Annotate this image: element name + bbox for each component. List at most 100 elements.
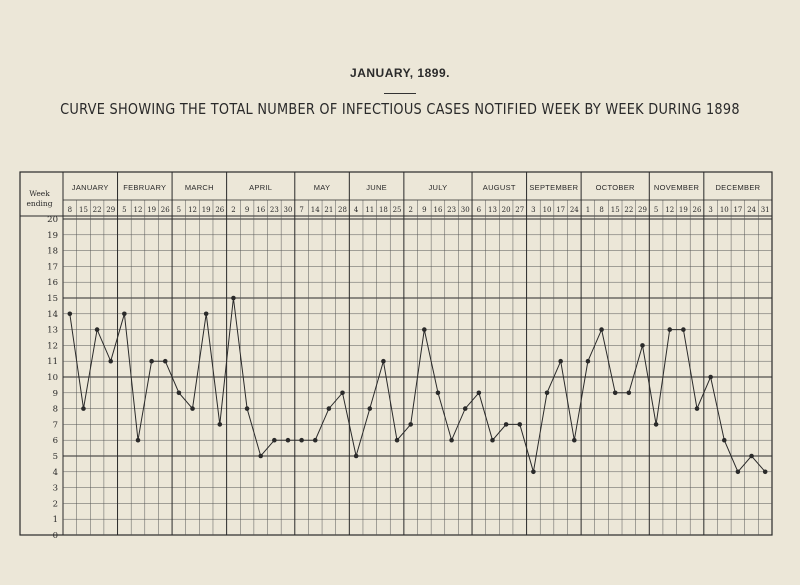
week-day-label: 15 [611,206,620,214]
week-day-label: 5 [177,206,181,214]
data-point [640,343,645,348]
y-tick-label: 3 [53,484,58,494]
data-point [681,327,686,332]
week-day-label: 30 [461,206,470,214]
chart-title: CURVE SHOWING THE TOTAL NUMBER OF INFECT… [60,100,740,118]
data-point [571,437,577,443]
week-day-label: 9 [422,206,426,214]
grid [19,171,773,536]
y-tick-label: 9 [53,389,58,399]
data-point [449,437,454,443]
week-day-label: 26 [161,206,170,214]
data-point [749,453,754,459]
month-label: FEBRUARY [123,183,166,192]
month-label: JANUARY [72,183,109,192]
y-tick-label: 11 [47,357,58,367]
data-point [108,358,114,364]
data-point [272,437,277,443]
month-header: 8 15 22 29 5 12 19 26 5 12 19 26 2 9 16 23 30 7 14 21 28 4 11 1… [26,183,769,214]
data-point [599,327,604,332]
week-day-label: 26 [215,206,224,214]
data-point [408,422,413,427]
data-point [94,327,100,332]
week-day-label: 17 [733,206,742,214]
data-point [667,327,673,332]
corner-label: Week [29,189,50,198]
week-day-label: 19 [147,206,156,214]
data-point [217,422,223,427]
week-day-label: 12 [665,206,674,214]
data-point [708,374,713,380]
data-point [517,422,523,427]
y-tick-label: 19 [47,231,58,241]
week-day-label: 18 [379,206,388,214]
corner-label: ending [26,199,52,208]
data-point [735,469,741,475]
y-tick-label: 2 [53,499,58,509]
week-day-label: 21 [324,206,333,214]
week-day-label: 4 [354,206,359,214]
y-tick-label: 20 [47,215,58,225]
week-day-label: 5 [122,206,126,214]
data-point [340,390,345,396]
data-point [694,406,700,411]
week-day-label: 8 [599,206,603,214]
week-day-label: 10 [720,206,729,214]
y-tick-label: 18 [47,247,58,257]
week-day-label: 6 [477,206,482,214]
data-point [585,358,591,364]
week-day-label: 24 [570,206,579,214]
week-day-label: 28 [338,206,347,214]
week-day-label: 22 [624,206,633,214]
week-day-label: 12 [188,206,197,214]
y-tick-label: 1 [53,515,58,525]
data-point [367,406,373,411]
report-date: JANUARY, 1899. [350,66,450,80]
data-point [353,453,359,459]
month-label: MAY [314,183,331,192]
week-day-label: 24 [747,206,756,214]
data-point [653,422,659,427]
month-label: APRIL [249,183,272,192]
week-day-label: 5 [654,206,658,214]
data-point [176,390,182,396]
chart-frame [19,171,773,536]
y-tick-label: 14 [47,310,58,320]
month-label: SEPTEMBER [529,183,578,192]
week-day-label: 26 [693,206,702,214]
data-point [299,437,304,443]
y-tick-label: 17 [47,262,58,272]
y-tick-label: 13 [47,326,58,336]
data-point [531,469,536,475]
data-point [285,437,291,443]
y-tick-label: 5 [53,452,58,462]
week-day-label: 3 [708,206,712,214]
month-label: JUNE [366,183,387,192]
data-point [435,390,441,396]
y-tick-label: 12 [47,341,58,351]
series-line [69,297,766,473]
y-tick-label: 6 [53,436,58,446]
month-label: AUGUST [483,183,516,192]
month-label: OCTOBER [596,183,635,192]
week-day-label: 22 [93,206,102,214]
week-day-label: 2 [231,206,235,214]
y-tick-label: 0 [53,531,58,541]
week-day-label: 29 [106,206,115,214]
y-tick-label: 4 [53,468,58,478]
data-point [67,311,73,317]
cases-series [67,295,768,475]
data-point [190,406,195,411]
data-point [394,437,400,443]
week-day-label: 31 [761,206,770,214]
week-day-label: 16 [433,206,442,214]
data-point [162,358,168,364]
month-label: NOVEMBER [654,183,700,192]
month-label: DECEMBER [715,183,760,192]
data-point [490,437,495,443]
data-point [135,437,141,443]
data-point [149,358,154,364]
month-label: JULY [428,183,447,192]
y-tick-label: 16 [47,278,58,288]
